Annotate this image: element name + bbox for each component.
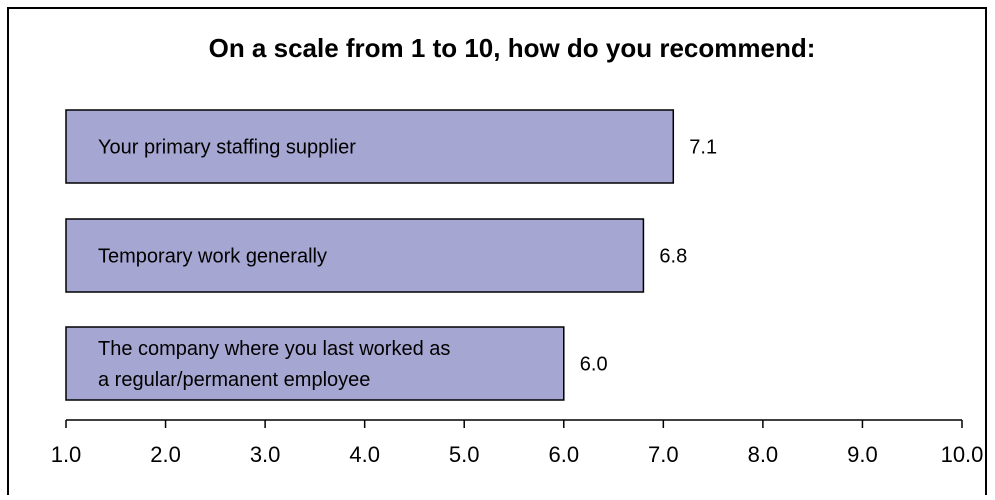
x-tick-label-7: 7.0 [648, 442, 679, 467]
x-tick-label-3: 3.0 [250, 442, 281, 467]
x-tick-label-5: 5.0 [449, 442, 480, 467]
chart-title: On a scale from 1 to 10, how do you reco… [209, 33, 816, 63]
x-tick-label-10: 10.0 [941, 442, 984, 467]
bar-1 [65, 109, 675, 184]
bar-3-category-label: a regular/permanent employee [98, 369, 370, 391]
x-axis: 1.0 2.0 3.0 4.0 5.0 6.0 7.0 8.0 9.0 10.0 [51, 419, 984, 467]
x-tick-label-6: 6.0 [548, 442, 579, 467]
bar-1-category-label: Your primary staffing supplier [98, 137, 356, 159]
bar-2-value-label: 6.8 [659, 246, 687, 268]
bar-3-value-label: 6.0 [580, 354, 608, 376]
x-tick-label-4: 4.0 [349, 442, 380, 467]
x-tick-label-2: 2.0 [150, 442, 181, 467]
bar-2-category-label: Temporary work generally [98, 246, 327, 268]
bar-3 [65, 326, 565, 401]
bar-3-category-label: The company where you last worked as [98, 338, 450, 360]
x-tick-label-1: 1.0 [51, 442, 82, 467]
bar-1-value-label: 7.1 [689, 137, 717, 159]
bar-2 [65, 218, 645, 293]
x-tick-label-8: 8.0 [748, 442, 779, 467]
x-tick-label-9: 9.0 [847, 442, 878, 467]
bars-layer: Your primary staffing supplier 7.1 Tempora… [65, 109, 717, 401]
